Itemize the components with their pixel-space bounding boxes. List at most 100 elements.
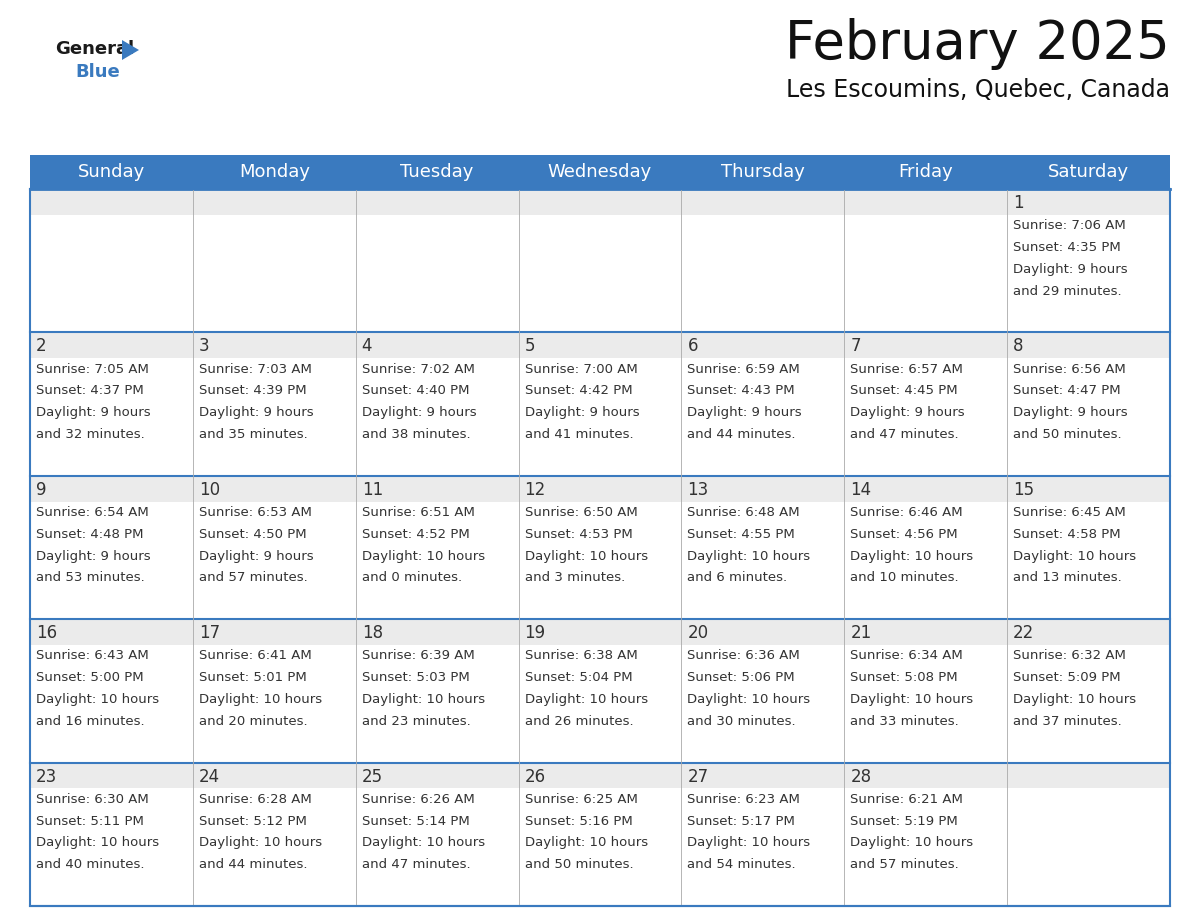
Text: Sunset: 4:43 PM: Sunset: 4:43 PM — [688, 385, 795, 397]
Text: and 10 minutes.: and 10 minutes. — [851, 571, 959, 584]
Text: 1: 1 — [1013, 194, 1024, 212]
Text: Sunset: 5:19 PM: Sunset: 5:19 PM — [851, 814, 958, 827]
Text: Sunset: 5:04 PM: Sunset: 5:04 PM — [525, 671, 632, 684]
Text: February 2025: February 2025 — [785, 18, 1170, 70]
Bar — [355, 189, 519, 215]
Bar — [30, 215, 192, 332]
Bar — [519, 189, 682, 215]
Bar — [845, 476, 1007, 501]
Text: and 53 minutes.: and 53 minutes. — [36, 571, 145, 584]
Text: and 16 minutes.: and 16 minutes. — [36, 715, 145, 728]
Text: Daylight: 10 hours: Daylight: 10 hours — [361, 836, 485, 849]
Bar — [355, 215, 519, 332]
Bar — [355, 332, 519, 358]
Text: and 50 minutes.: and 50 minutes. — [525, 858, 633, 871]
Text: Daylight: 10 hours: Daylight: 10 hours — [198, 836, 322, 849]
Text: Sunrise: 6:28 AM: Sunrise: 6:28 AM — [198, 793, 311, 806]
Text: Sunrise: 6:50 AM: Sunrise: 6:50 AM — [525, 506, 637, 519]
Text: 8: 8 — [1013, 338, 1024, 355]
Text: Sunrise: 7:03 AM: Sunrise: 7:03 AM — [198, 363, 311, 375]
Text: and 47 minutes.: and 47 minutes. — [851, 428, 959, 441]
Text: 3: 3 — [198, 338, 209, 355]
Text: Daylight: 9 hours: Daylight: 9 hours — [198, 550, 314, 563]
Text: Sunset: 5:08 PM: Sunset: 5:08 PM — [851, 671, 958, 684]
Text: Daylight: 10 hours: Daylight: 10 hours — [851, 693, 973, 706]
Bar — [519, 215, 682, 332]
Text: Daylight: 9 hours: Daylight: 9 hours — [1013, 406, 1127, 420]
Text: Daylight: 9 hours: Daylight: 9 hours — [525, 406, 639, 420]
Bar — [845, 332, 1007, 358]
Text: Sunset: 4:50 PM: Sunset: 4:50 PM — [198, 528, 307, 541]
Bar — [682, 620, 845, 645]
Text: 16: 16 — [36, 624, 57, 643]
Text: 13: 13 — [688, 481, 709, 498]
Bar — [519, 620, 682, 645]
Text: 24: 24 — [198, 767, 220, 786]
Bar — [519, 358, 682, 476]
Bar — [1007, 358, 1170, 476]
Text: Sunrise: 7:06 AM: Sunrise: 7:06 AM — [1013, 219, 1126, 232]
Text: Daylight: 9 hours: Daylight: 9 hours — [361, 406, 476, 420]
Text: 14: 14 — [851, 481, 872, 498]
Text: Sunrise: 6:41 AM: Sunrise: 6:41 AM — [198, 649, 311, 662]
Bar — [845, 645, 1007, 763]
Text: Sunrise: 6:56 AM: Sunrise: 6:56 AM — [1013, 363, 1126, 375]
Text: Sunrise: 6:53 AM: Sunrise: 6:53 AM — [198, 506, 311, 519]
Text: Sunset: 5:12 PM: Sunset: 5:12 PM — [198, 814, 307, 827]
Bar — [682, 332, 845, 358]
Text: Sunset: 5:06 PM: Sunset: 5:06 PM — [688, 671, 795, 684]
Text: and 29 minutes.: and 29 minutes. — [1013, 285, 1121, 297]
Text: Sunset: 4:58 PM: Sunset: 4:58 PM — [1013, 528, 1120, 541]
Text: Sunrise: 6:36 AM: Sunrise: 6:36 AM — [688, 649, 801, 662]
Bar — [30, 332, 192, 358]
Text: Sunset: 5:00 PM: Sunset: 5:00 PM — [36, 671, 144, 684]
Bar — [682, 215, 845, 332]
Text: 17: 17 — [198, 624, 220, 643]
Bar — [1007, 215, 1170, 332]
Bar — [519, 476, 682, 501]
Text: and 41 minutes.: and 41 minutes. — [525, 428, 633, 441]
Bar — [30, 620, 192, 645]
Text: Sunday: Sunday — [77, 163, 145, 181]
Text: and 33 minutes.: and 33 minutes. — [851, 715, 959, 728]
Text: Daylight: 10 hours: Daylight: 10 hours — [688, 550, 810, 563]
Bar — [1007, 763, 1170, 789]
Text: Sunset: 5:11 PM: Sunset: 5:11 PM — [36, 814, 144, 827]
Text: 27: 27 — [688, 767, 708, 786]
Bar — [1007, 789, 1170, 906]
Bar — [192, 189, 355, 215]
Text: Sunrise: 6:21 AM: Sunrise: 6:21 AM — [851, 793, 963, 806]
Text: Daylight: 10 hours: Daylight: 10 hours — [361, 693, 485, 706]
Text: Daylight: 9 hours: Daylight: 9 hours — [198, 406, 314, 420]
Text: Daylight: 10 hours: Daylight: 10 hours — [361, 550, 485, 563]
Bar — [682, 189, 845, 215]
Text: 5: 5 — [525, 338, 535, 355]
Bar — [30, 476, 192, 501]
Text: Friday: Friday — [898, 163, 953, 181]
Bar — [845, 215, 1007, 332]
Text: Sunrise: 7:02 AM: Sunrise: 7:02 AM — [361, 363, 474, 375]
Text: Sunset: 4:45 PM: Sunset: 4:45 PM — [851, 385, 958, 397]
Text: and 40 minutes.: and 40 minutes. — [36, 858, 145, 871]
Text: 12: 12 — [525, 481, 545, 498]
Text: and 57 minutes.: and 57 minutes. — [198, 571, 308, 584]
Text: Les Escoumins, Quebec, Canada: Les Escoumins, Quebec, Canada — [786, 78, 1170, 102]
Text: Daylight: 9 hours: Daylight: 9 hours — [36, 550, 151, 563]
Bar — [845, 763, 1007, 789]
Text: Sunrise: 6:38 AM: Sunrise: 6:38 AM — [525, 649, 637, 662]
Text: Daylight: 10 hours: Daylight: 10 hours — [688, 836, 810, 849]
Text: Sunset: 4:55 PM: Sunset: 4:55 PM — [688, 528, 795, 541]
Bar — [30, 189, 1170, 906]
Bar — [30, 645, 192, 763]
Text: Sunset: 4:47 PM: Sunset: 4:47 PM — [1013, 385, 1120, 397]
Bar — [845, 189, 1007, 215]
Text: Sunrise: 6:23 AM: Sunrise: 6:23 AM — [688, 793, 801, 806]
Text: Sunrise: 6:30 AM: Sunrise: 6:30 AM — [36, 793, 148, 806]
Bar — [1007, 332, 1170, 358]
Bar — [1007, 645, 1170, 763]
Bar — [682, 358, 845, 476]
Text: Sunset: 5:01 PM: Sunset: 5:01 PM — [198, 671, 307, 684]
Text: 15: 15 — [1013, 481, 1035, 498]
Bar — [355, 501, 519, 620]
Text: Sunrise: 6:46 AM: Sunrise: 6:46 AM — [851, 506, 963, 519]
